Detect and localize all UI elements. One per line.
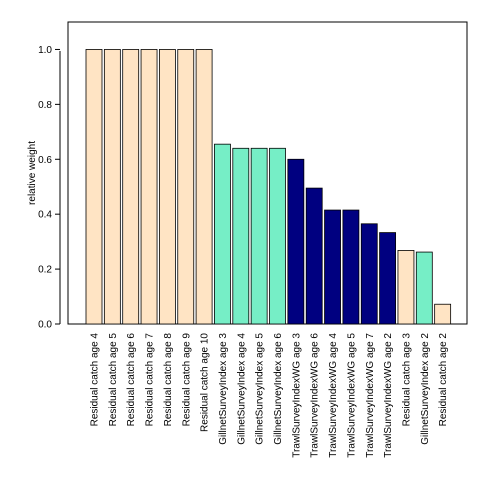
bar-0 [85,49,103,325]
y-tick-label-4: 0.8 [38,100,52,111]
category-label-6: Residual catch age 10 [200,333,211,432]
category-label-5: Residual catch age 9 [181,333,192,427]
bar-9 [250,147,268,325]
bar-18 [415,251,433,325]
bar-7 [214,143,231,325]
category-label-3: Residual catch age 7 [145,333,156,427]
category-label-17: Residual catch age 3 [401,333,412,427]
category-label-10: GillnetSurveyIndex age 6 [273,333,284,445]
bar-5 [177,49,195,325]
bar-1 [103,49,121,325]
bar-2 [122,49,140,325]
category-label-14: TrawlSurveyIndexWG age 5 [346,333,357,458]
bar-13 [324,209,341,325]
y-tick-label-5: 1.0 [38,45,52,56]
category-label-18: GillnetSurveyIndex age 2 [420,333,431,445]
y-axis: 0.0 0.2 0.4 0.6 0.8 1.0 [38,45,61,331]
bar-3 [140,49,158,325]
bar-4 [158,49,176,325]
y-tick-label-3: 0.6 [38,155,52,166]
y-tick-label-2: 0.4 [38,210,52,221]
category-label-9: GillnetSurveyIndex age 5 [255,333,266,445]
category-label-12: TrawlSurveyIndexWG age 6 [310,333,321,458]
category-label-19: Residual catch age 2 [438,333,449,427]
category-label-2: Residual catch age 6 [126,333,137,427]
y-axis-title: relative weight [27,141,38,205]
category-label-1: Residual catch age 5 [108,333,119,427]
bar-16 [379,232,397,325]
category-label-8: GillnetSurveyIndex age 4 [236,333,247,445]
category-label-15: TrawlSurveyIndexWG age 7 [365,333,376,458]
category-label-4: Residual catch age 8 [163,333,174,427]
category-labels: Residual catch age 4 Residual catch age 5… [90,333,450,458]
bar-10 [269,147,286,325]
category-label-7: GillnetSurveyIndex age 3 [218,333,229,445]
category-label-0: Residual catch age 4 [90,333,101,427]
bar-15 [360,223,378,325]
bars [85,49,452,325]
bar-19 [434,303,452,325]
bar-11 [287,158,305,325]
category-label-11: TrawlSurveyIndexWG age 3 [291,333,302,458]
bar-6 [195,49,213,325]
bar-14 [342,209,360,325]
category-label-13: TrawlSurveyIndexWG age 4 [328,333,339,458]
bar-8 [232,147,250,325]
bar-17 [397,250,415,325]
y-tick-label-1: 0.2 [38,265,52,276]
category-label-16: TrawlSurveyIndexWG age 2 [383,333,394,458]
y-tick-label-0: 0.0 [38,320,52,331]
bar-12 [305,187,323,325]
